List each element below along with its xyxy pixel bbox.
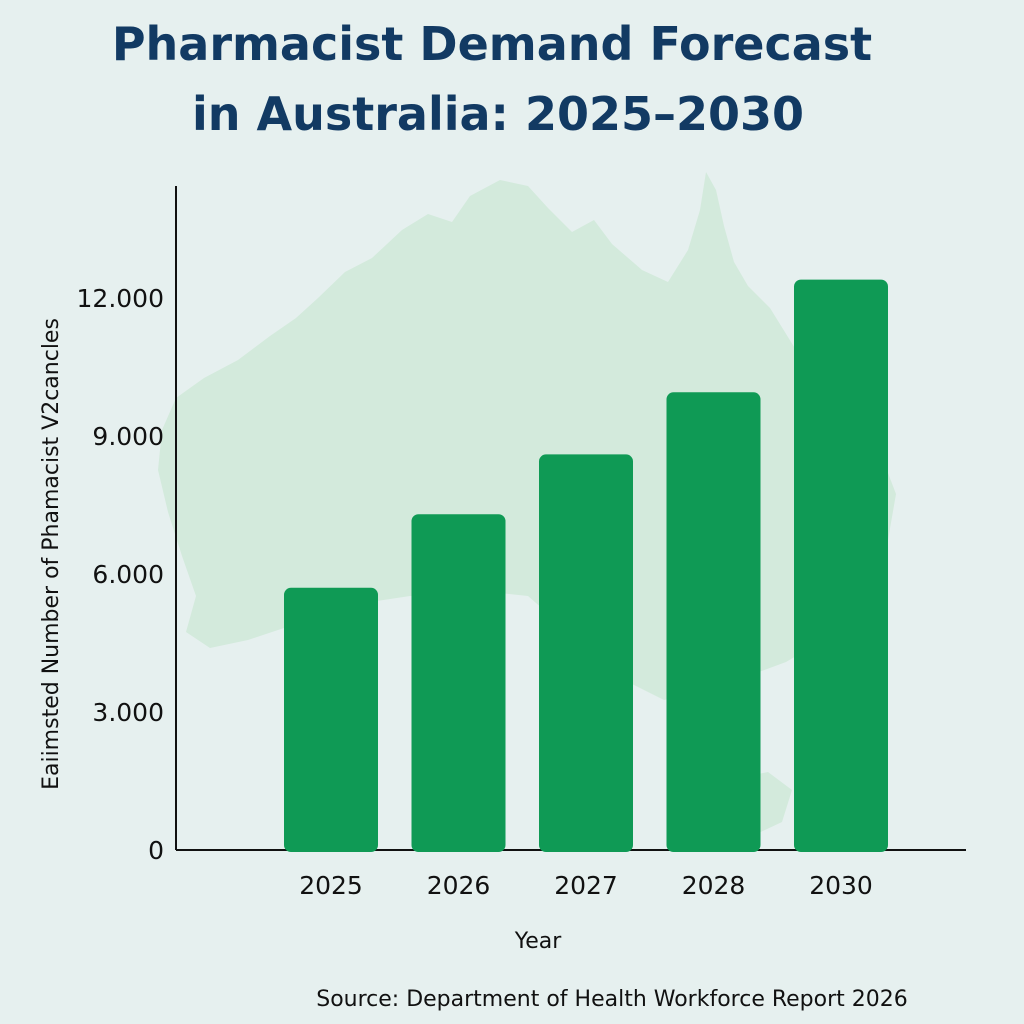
- chart-title-line-2: in Australia: 2025–2030: [192, 87, 804, 141]
- bar-2027: [539, 454, 633, 852]
- y-tick-label: 12.000: [77, 284, 164, 313]
- chart-title-line-1: Pharmacist Demand Forecast: [112, 17, 872, 71]
- bar-2025: [284, 587, 378, 852]
- x-axis-title: Year: [514, 929, 563, 954]
- bar-2028: [666, 392, 761, 852]
- y-tick-label: 3.000: [92, 698, 164, 727]
- x-tick-label: 2030: [809, 871, 873, 900]
- y-tick-label: 6.000: [92, 560, 164, 589]
- x-tick-label: 2027: [554, 871, 618, 900]
- y-tick-label: 0: [148, 836, 164, 865]
- y-tick-label: 9.000: [92, 422, 164, 451]
- bar-2026: [411, 514, 506, 852]
- source-note: Source: Department of Health Workforce R…: [316, 987, 908, 1012]
- x-tick-label: 2026: [427, 871, 491, 900]
- x-axis-ticks: 2025 2026 2027 2028 2030: [299, 871, 873, 900]
- y-axis-title: Eaiimsted Number of Phamacist V2cancles: [39, 318, 64, 790]
- y-axis-ticks: 0 3.000 6.000 9.000 12.000: [77, 284, 164, 865]
- bar-2030: [794, 279, 888, 853]
- x-tick-label: 2025: [299, 871, 363, 900]
- bar-series: [284, 279, 888, 853]
- x-tick-label: 2028: [682, 871, 746, 900]
